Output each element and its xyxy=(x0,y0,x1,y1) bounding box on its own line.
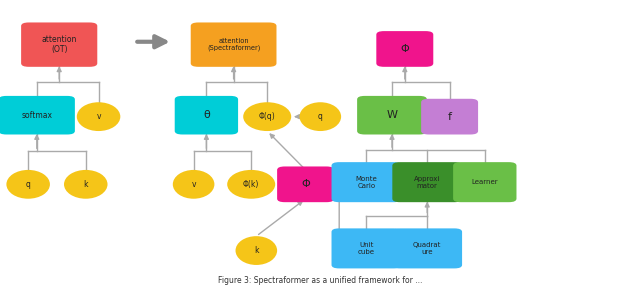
Ellipse shape xyxy=(300,102,341,131)
FancyBboxPatch shape xyxy=(0,96,75,134)
Text: Monte
Carlo: Monte Carlo xyxy=(356,176,377,189)
FancyBboxPatch shape xyxy=(376,31,433,67)
FancyBboxPatch shape xyxy=(392,228,462,268)
Text: v: v xyxy=(191,180,196,189)
Ellipse shape xyxy=(243,102,291,131)
FancyBboxPatch shape xyxy=(453,162,516,202)
Text: q: q xyxy=(26,180,31,189)
FancyBboxPatch shape xyxy=(175,96,238,134)
Ellipse shape xyxy=(6,170,50,199)
Ellipse shape xyxy=(227,170,275,199)
Ellipse shape xyxy=(64,170,108,199)
Text: Φ: Φ xyxy=(301,179,310,189)
Text: Φ: Φ xyxy=(401,44,409,54)
Text: v: v xyxy=(96,112,101,121)
Text: θ: θ xyxy=(203,110,210,120)
Text: attention
(Spectraformer): attention (Spectraformer) xyxy=(207,38,260,51)
Text: softmax: softmax xyxy=(21,111,52,120)
Text: q: q xyxy=(318,112,323,121)
Text: Unit
cube: Unit cube xyxy=(358,242,375,255)
FancyBboxPatch shape xyxy=(332,228,401,268)
FancyBboxPatch shape xyxy=(191,22,276,67)
Text: Quadrat
ure: Quadrat ure xyxy=(413,242,442,255)
FancyBboxPatch shape xyxy=(392,162,462,202)
Text: attention
(OT): attention (OT) xyxy=(42,35,77,54)
FancyBboxPatch shape xyxy=(357,96,427,134)
Text: k: k xyxy=(254,246,259,255)
Text: Φ(k): Φ(k) xyxy=(243,180,259,189)
Text: k: k xyxy=(83,180,88,189)
Ellipse shape xyxy=(173,170,214,199)
FancyBboxPatch shape xyxy=(332,162,401,202)
Text: Φ(q): Φ(q) xyxy=(259,112,276,121)
Text: W: W xyxy=(387,110,397,120)
FancyBboxPatch shape xyxy=(21,22,97,67)
Text: Learner: Learner xyxy=(472,179,498,185)
FancyBboxPatch shape xyxy=(277,166,334,202)
Ellipse shape xyxy=(77,102,120,131)
Text: f: f xyxy=(447,112,452,122)
Text: Approxi
mator: Approxi mator xyxy=(414,176,440,189)
FancyBboxPatch shape xyxy=(421,99,478,134)
Text: Figure 3: Spectraformer as a unified framework for ...: Figure 3: Spectraformer as a unified fra… xyxy=(218,276,422,285)
Ellipse shape xyxy=(236,236,277,265)
